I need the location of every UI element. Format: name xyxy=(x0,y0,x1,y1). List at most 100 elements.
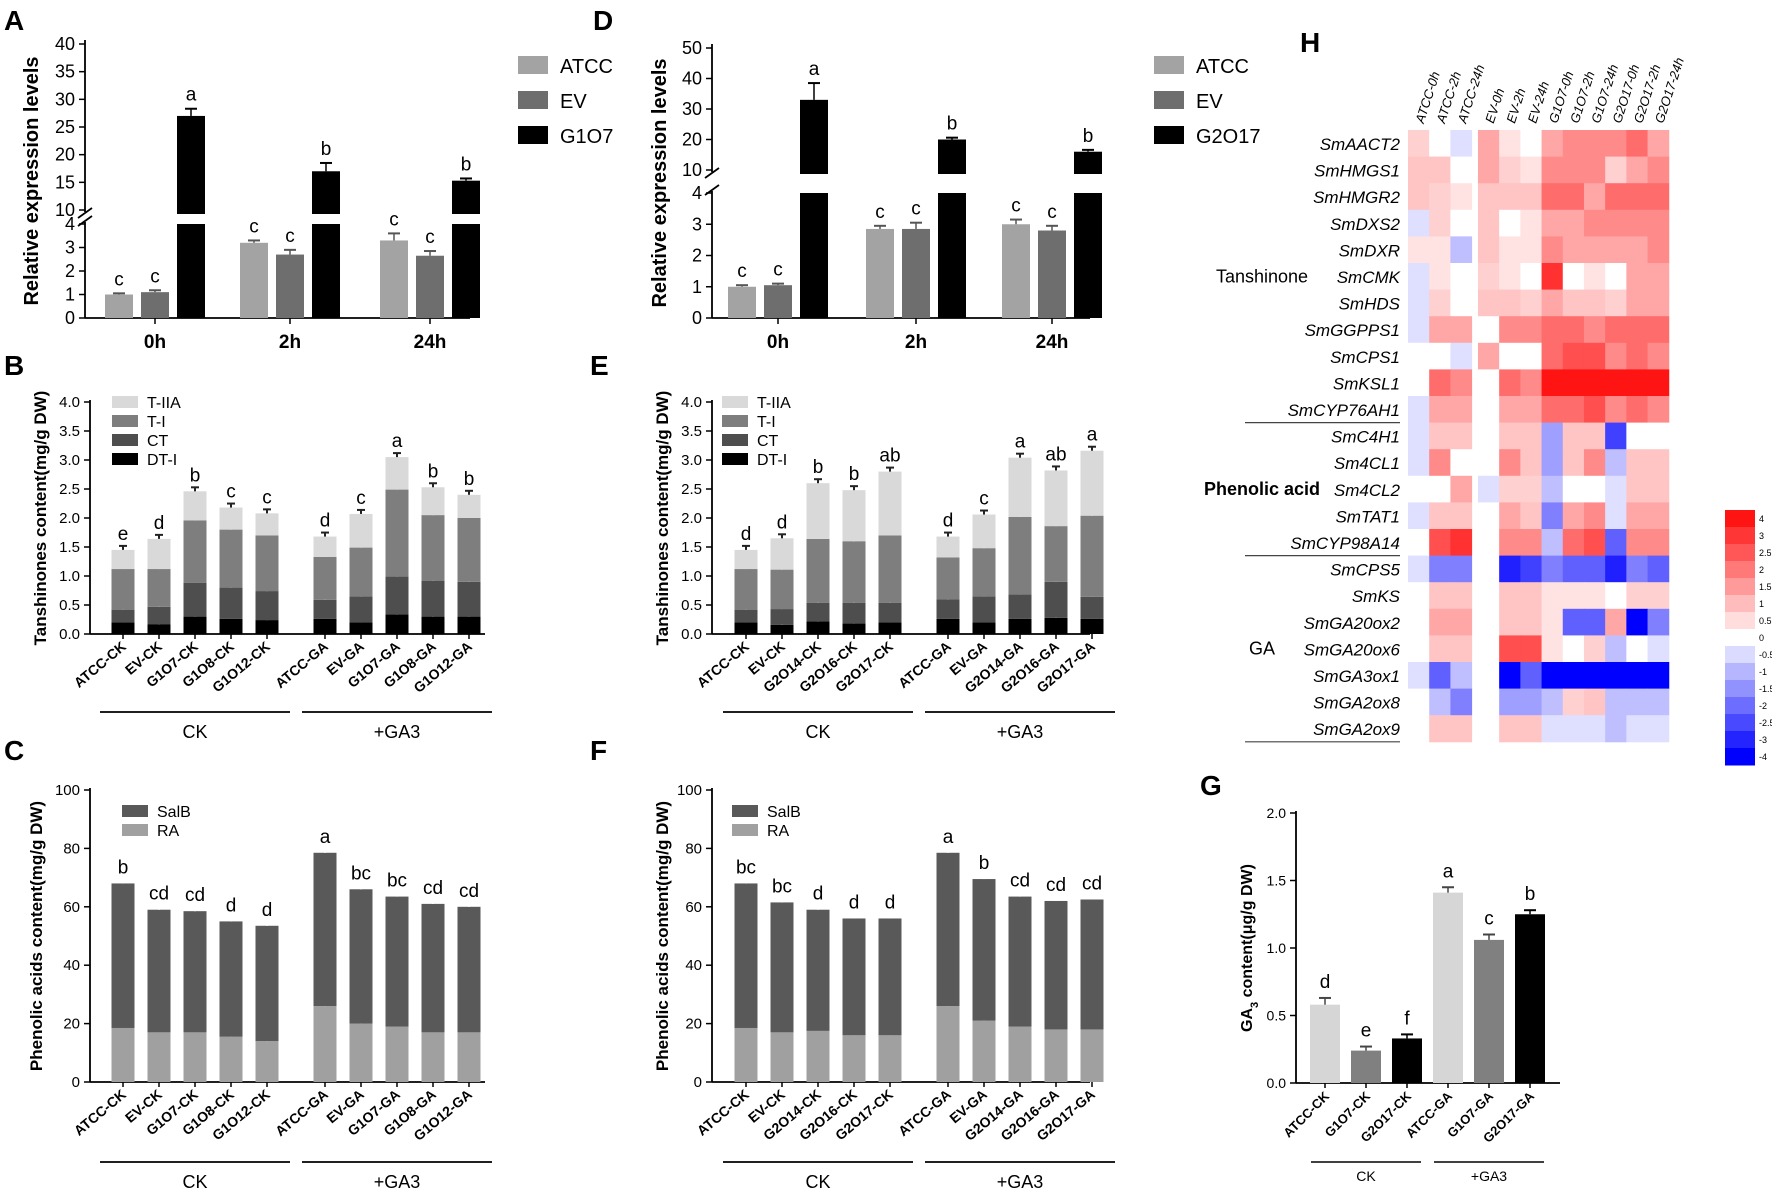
heatmap-cell-SmCYP98A14-G2O17-2h xyxy=(1626,529,1649,557)
legend-label-EV: EV xyxy=(560,91,587,113)
heatmap-cell-SmAACT2-ATCC-0h xyxy=(1408,130,1430,158)
y-tick-label: 0.5 xyxy=(681,597,702,614)
legend-tick-label: 0.5 xyxy=(1759,616,1772,626)
heatmap-cell-SmCPS1-G1O7-0h xyxy=(1541,342,1564,370)
heatmap-cell-SmCPS1-G2O17-0h xyxy=(1605,342,1627,370)
heatmap-cell-SmHMGS1-G2O17-24h xyxy=(1647,156,1670,184)
heatmap-cell-SmGA2ox9-EV-0h xyxy=(1477,715,1500,743)
heatmap-cell-SmKS-G1O7-2h xyxy=(1562,582,1585,610)
bar-DT-I-G1O8-GA xyxy=(421,616,445,634)
heatmap-cell-SmGA3ox1-G1O7-0h xyxy=(1541,662,1564,690)
heatmap-cell-SmGA20ox2-G2O17-24h xyxy=(1647,608,1670,636)
significance-letter: d xyxy=(849,892,860,913)
legend-tick-label: -2.5 xyxy=(1759,718,1772,728)
heatmap-cell-SmDXS2-ATCC-2h xyxy=(1429,209,1451,237)
bar-SalB-G2O14-GA xyxy=(1008,896,1032,1027)
y-tick-label: 25 xyxy=(55,117,75,137)
heatmap-cell-SmCPS5-EV-24h xyxy=(1520,555,1543,583)
heatmap-cell-SmGA3ox1-G2O17-0h xyxy=(1605,662,1627,690)
bar-T-IIA-G1O8-GA xyxy=(421,487,445,516)
bar-RA-G1O8-GA xyxy=(421,1032,445,1082)
bar-T-IIA-G2O16-GA xyxy=(1044,470,1068,527)
significance-letter: b xyxy=(1083,126,1094,147)
heatmap-cell-SmCPS1-ATCC-2h xyxy=(1429,342,1451,370)
x-tick-label: ATCC-GA xyxy=(272,638,331,691)
y-tick-label: 80 xyxy=(63,840,80,857)
heatmap-cell-SmGA20ox2-G1O7-0h xyxy=(1541,608,1564,636)
panel-label-F: F xyxy=(590,735,607,766)
bar-RA-G2O16-CK xyxy=(842,1035,866,1082)
heatmap-cell-SmKS-G2O17-24h xyxy=(1647,582,1670,610)
legend-label-RA: RA xyxy=(157,823,180,840)
bar-EV-0h xyxy=(764,285,792,318)
bar-T-IIA-EV-CK xyxy=(770,538,794,570)
bar-DT-I-G1O7-CK xyxy=(183,616,207,634)
heatmap-cell-SmGA20ox6-ATCC-24h xyxy=(1450,635,1473,663)
heatmap-cell-SmGGPPS1-G1O7-2h xyxy=(1562,316,1585,344)
bar-DT-I-ATCC-CK xyxy=(734,622,758,634)
bar-T-IIA-G2O16-CK xyxy=(842,490,866,542)
bar-SalB-G1O12-GA xyxy=(457,906,481,1033)
bar-G2O17-24h xyxy=(1074,193,1102,318)
heatmap-cell-SmDXR-G1O7-2h xyxy=(1562,236,1585,264)
y-tick-label: 60 xyxy=(63,899,80,916)
bar-RA-ATCC-GA xyxy=(313,1006,337,1082)
heatmap-cell-SmAACT2-G1O7-0h xyxy=(1541,130,1564,158)
heatmap-cell-SmHMGR2-EV-24h xyxy=(1520,183,1543,211)
bar-ATCC-24h xyxy=(1002,224,1030,318)
bar-RA-EV-CK xyxy=(147,1032,171,1082)
heatmap-cell-SmHMGS1-G1O7-0h xyxy=(1541,156,1564,184)
heatmap-cell-SmHDS-ATCC-2h xyxy=(1429,289,1451,317)
legend-color-step xyxy=(1725,561,1755,579)
heatmap-cell-SmGA2ox8-EV-0h xyxy=(1477,688,1500,716)
legend-swatch-T-IIA xyxy=(112,396,138,408)
heatmap-cell-SmGGPPS1-ATCC-24h xyxy=(1450,316,1473,344)
legend-color-step xyxy=(1725,731,1755,749)
significance-letter: cd xyxy=(459,881,479,902)
heatmap-cell-SmGA20ox2-ATCC-2h xyxy=(1429,608,1451,636)
heatmap-cell-SmGA20ox6-G2O17-2h xyxy=(1626,635,1649,663)
legend-color-step xyxy=(1725,629,1755,647)
heatmap-cell-SmAACT2-ATCC-24h xyxy=(1450,130,1473,158)
heatmap-cell-SmDXR-G2O17-0h xyxy=(1605,236,1627,264)
y-tick-label: 40 xyxy=(55,34,75,54)
significance-letter: d xyxy=(885,892,896,913)
bar-T-I-G2O17-GA xyxy=(1080,515,1104,597)
bar-DT-I-G1O8-CK xyxy=(219,618,243,634)
heatmap-cell-SmKSL1-EV-0h xyxy=(1477,369,1500,397)
bar-RA-G1O7-CK xyxy=(183,1032,207,1082)
legend-color-step xyxy=(1725,527,1755,545)
bar-T-I-G2O16-GA xyxy=(1044,526,1068,582)
heatmap-cell-SmKSL1-G1O7-24h xyxy=(1583,369,1606,397)
y-tick-label: 20 xyxy=(63,1016,80,1033)
bar-RA-G2O17-GA xyxy=(1080,1029,1104,1082)
row-label-Sm4CL1: Sm4CL1 xyxy=(1334,454,1400,473)
heatmap-cell-SmGA20ox2-ATCC-0h xyxy=(1408,608,1430,636)
heatmap-cell-SmGGPPS1-G2O17-0h xyxy=(1605,316,1627,344)
legend-swatch-DT-I xyxy=(722,453,748,465)
legend-swatch-T-IIA xyxy=(722,396,748,408)
legend-swatch-SalB xyxy=(732,805,758,817)
y-tick-label: 1.5 xyxy=(681,539,702,556)
heatmap-cell-SmKSL1-ATCC-2h xyxy=(1429,369,1451,397)
heatmap-cell-Sm4CL2-G1O7-0h xyxy=(1541,475,1564,503)
bar-SalB-G2O14-CK xyxy=(806,909,830,1031)
significance-letter: b xyxy=(118,857,129,878)
y-tick-label: 30 xyxy=(682,99,702,119)
bar-RA-G1O8-CK xyxy=(219,1036,243,1082)
heatmap-cell-SmGA20ox6-EV-2h xyxy=(1499,635,1521,663)
heatmap-cell-SmAACT2-G1O7-2h xyxy=(1562,130,1585,158)
heatmap-cell-SmDXR-EV-0h xyxy=(1477,236,1500,264)
bar-SalB-EV-GA xyxy=(972,879,996,1021)
bar-T-I-EV-CK xyxy=(770,569,794,610)
legend-tick-label: 2 xyxy=(1759,565,1764,575)
y-tick-label: 0.5 xyxy=(59,597,80,614)
heatmap-cell-SmGA2ox8-G1O7-24h xyxy=(1583,688,1606,716)
bar-RA-ATCC-CK xyxy=(734,1027,758,1082)
heatmap-cell-SmCPS5-G2O17-0h xyxy=(1605,555,1627,583)
bar-EV-0h xyxy=(141,292,169,318)
heatmap-cell-SmGA2ox8-ATCC-2h xyxy=(1429,688,1451,716)
y-tick-label: 2.0 xyxy=(59,510,80,527)
legend-label-T-I: T-I xyxy=(147,414,166,431)
heatmap-cell-SmTAT1-G1O7-2h xyxy=(1562,502,1585,530)
